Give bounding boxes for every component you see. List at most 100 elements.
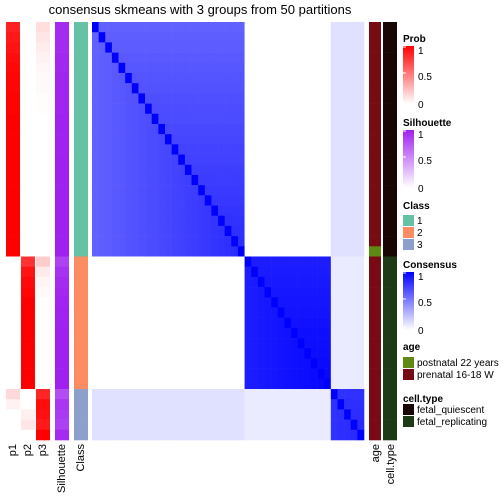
legend-item-label: 2 [417,228,423,239]
consensus-cell [138,215,146,227]
consensus-cell [264,297,272,308]
consensus-cell [204,246,212,257]
annot-cell-p2 [21,225,35,237]
age-annotation-cell [369,62,381,74]
consensus-cell [324,205,332,217]
consensus-cell [337,134,345,145]
consensus-cell [211,287,219,298]
consensus-cell [125,276,133,288]
consensus-cell [218,83,225,94]
consensus-cell [324,113,332,125]
consensus-cell [237,307,245,318]
annot-cell-silhouette [55,103,69,115]
consensus-cell [231,419,239,431]
consensus-cell [251,389,259,400]
consensus-cell [317,185,325,196]
consensus-cell [105,368,113,380]
consensus-cell [317,358,325,369]
consensus-cell [224,297,232,308]
consensus-cell [198,52,206,64]
consensus-cell [164,327,172,339]
consensus-cell [337,266,345,278]
consensus-cell [284,205,292,217]
consensus-cell [211,225,219,237]
consensus-cell [244,287,252,298]
consensus-cell [198,409,206,420]
consensus-cell [244,205,252,217]
consensus-cell [131,256,139,267]
consensus-cell [291,72,298,84]
consensus-cell [277,307,285,318]
consensus-cell [178,287,186,298]
consensus-cell [277,266,285,278]
consensus-cell [224,174,232,186]
consensus-cell [92,236,99,247]
consensus-cell [350,144,358,155]
consensus-cell [257,338,265,349]
consensus-cell [251,154,259,166]
annot-cell-p2 [21,113,35,125]
cell-type-annotation-cell [383,348,397,359]
consensus-cell [344,154,352,166]
consensus-cell [145,134,153,145]
consensus-cell [145,246,153,257]
consensus-cell [330,62,338,74]
consensus-cell [257,266,265,278]
consensus-cell [184,215,192,227]
consensus-cell [257,348,265,359]
consensus-cell [211,62,219,74]
consensus-cell [145,399,153,410]
consensus-cell [204,174,212,186]
consensus-cell [198,83,206,94]
consensus-cell [271,287,279,298]
consensus-cell [178,32,186,43]
annot-cell-p1 [6,72,20,84]
consensus-cell [337,185,345,196]
consensus-cell [284,113,292,125]
consensus-cell [164,338,172,349]
consensus-cell [324,409,332,420]
consensus-cell [151,368,159,380]
consensus-cell [304,174,312,186]
consensus-cell [198,327,206,339]
consensus-cell [330,164,338,176]
consensus-cell [151,358,159,369]
consensus-cell [98,389,106,400]
consensus-cell [284,358,292,369]
consensus-cell [251,358,259,369]
consensus-cell [277,205,285,217]
consensus-cell [118,215,126,227]
consensus-cell [125,327,133,339]
consensus-cell [324,256,332,267]
consensus-cell [337,236,345,247]
consensus-cell [350,378,358,390]
consensus-cell [218,276,225,288]
consensus-cell [350,72,358,84]
column-labels: p1 p2 p3 Silhouette Class age cell.type [7,444,397,493]
consensus-cell [191,164,199,176]
consensus-cell [191,348,199,359]
consensus-cell [92,266,99,278]
consensus-cell [284,225,292,237]
age-annotation-cell [369,154,381,166]
consensus-cell [257,378,265,390]
annot-cell-p1 [6,399,20,410]
annot-cell-class [74,307,88,318]
annot-cell-p1 [6,338,20,349]
consensus-cell [184,52,192,64]
consensus-cell [111,378,119,390]
consensus-cell [218,93,225,104]
consensus-cell [224,419,232,431]
annot-cell-silhouette [55,93,69,104]
consensus-cell [125,225,133,237]
annot-cell-p2 [21,174,35,186]
consensus-cell [211,174,219,186]
consensus-cell [92,32,99,43]
consensus-cell [151,307,159,318]
consensus-cell [357,144,365,155]
consensus-cell [337,246,345,257]
consensus-cell [171,378,179,390]
consensus-cell [264,195,272,206]
consensus-cell [284,22,292,33]
consensus-cell [198,256,206,267]
